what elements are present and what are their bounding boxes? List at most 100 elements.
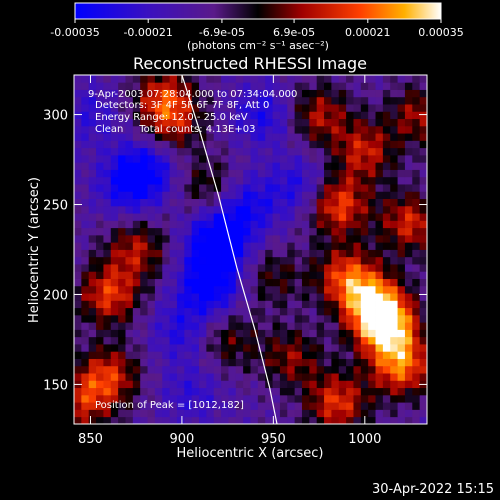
heatmap-cell (110, 416, 119, 424)
heatmap-cell (390, 169, 398, 178)
heatmap-cell (213, 329, 222, 338)
heatmap-cell (191, 358, 200, 367)
heatmap-cell (419, 125, 427, 134)
heatmap-cell (176, 307, 185, 316)
heatmap-cell (375, 162, 384, 170)
heatmap-cell (287, 394, 296, 403)
heatmap-cell (324, 169, 332, 178)
heatmap-cell (360, 409, 369, 418)
heatmap-cell (206, 409, 215, 418)
heatmap-cell (96, 82, 104, 90)
heatmap-cell (309, 402, 318, 410)
heatmap-cell (81, 256, 90, 265)
heatmap-cell (250, 198, 259, 207)
heatmap-cell (110, 220, 119, 229)
heatmap-cell (404, 162, 413, 170)
heatmap-cell (147, 184, 156, 192)
heatmap-cell (324, 365, 332, 374)
heatmap-cell (118, 307, 126, 316)
heatmap-cell (132, 118, 141, 127)
heatmap-cell (316, 358, 325, 367)
heatmap-cell (96, 75, 104, 83)
heatmap-cell (132, 176, 141, 185)
heatmap-cell (412, 111, 421, 120)
heatmap-cell (191, 82, 200, 90)
heatmap-cell (382, 242, 391, 250)
heatmap-cell (147, 402, 156, 410)
heatmap-cell (287, 227, 296, 236)
heatmap-cell (301, 409, 310, 418)
heatmap-cell (118, 154, 126, 163)
heatmap-cell (294, 169, 303, 178)
heatmap-cell (331, 242, 340, 250)
heatmap-cell (375, 176, 384, 185)
heatmap-cell (162, 351, 170, 359)
heatmap-cell (368, 271, 376, 279)
heatmap-cell (397, 387, 406, 396)
heatmap-cell (169, 184, 178, 192)
heatmap-cell (221, 278, 229, 287)
heatmap-cells (74, 75, 427, 424)
heatmap-cell (338, 409, 347, 418)
heatmap-cell (154, 162, 163, 170)
heatmap-cell (228, 358, 237, 367)
heatmap-cell (125, 402, 134, 410)
heatmap-cell (191, 104, 200, 112)
heatmap-cell (397, 176, 406, 185)
heatmap-cell (309, 329, 318, 338)
heatmap-cell (265, 169, 273, 178)
heatmap-cell (206, 111, 215, 120)
heatmap-cell (176, 154, 185, 163)
heatmap-cell (324, 293, 332, 301)
heatmap-cell (154, 409, 163, 418)
heatmap-cell (206, 184, 215, 192)
heatmap-cell (265, 271, 273, 279)
heatmap-cell (206, 242, 215, 250)
heatmap-cell (228, 169, 237, 178)
heatmap-cell (176, 351, 185, 359)
heatmap-cell (287, 329, 296, 338)
heatmap-cell (316, 336, 325, 345)
heatmap-cell (125, 329, 134, 338)
heatmap-cell (316, 96, 325, 105)
heatmap-cell (221, 205, 229, 214)
heatmap-cell (382, 118, 391, 127)
heatmap-cell (176, 365, 185, 374)
heatmap-cell (272, 365, 281, 374)
heatmap-cell (346, 300, 354, 309)
heatmap-cell (346, 75, 354, 83)
heatmap-cell (235, 314, 244, 323)
heatmap-cell (96, 227, 104, 236)
heatmap-cell (309, 271, 318, 279)
heatmap-cell (154, 220, 163, 229)
heatmap-cell (265, 147, 273, 156)
heatmap-cell (213, 140, 222, 149)
heatmap-cell (118, 147, 126, 156)
heatmap-cell (375, 205, 384, 214)
heatmap-cell (272, 278, 281, 287)
heatmap-cell (206, 249, 215, 258)
heatmap-cell (404, 409, 413, 418)
heatmap-cell (118, 344, 126, 352)
heatmap-cell (118, 118, 126, 127)
heatmap-cell (309, 351, 318, 359)
heatmap-cell (74, 416, 82, 424)
heatmap-cell (184, 329, 193, 338)
heatmap-cell (368, 82, 376, 90)
heatmap-cell (206, 89, 215, 98)
heatmap-cell (81, 154, 90, 163)
heatmap-cell (154, 402, 163, 410)
heatmap-cell (169, 256, 178, 265)
heatmap-cell (375, 264, 384, 272)
heatmap-cell (154, 416, 163, 424)
heatmap-cell (294, 293, 303, 301)
heatmap-cell (154, 234, 163, 243)
heatmap-cell (346, 380, 354, 389)
heatmap-cell (375, 394, 384, 403)
heatmap-cell (382, 96, 391, 105)
heatmap-cell (206, 191, 215, 199)
heatmap-cell (316, 140, 325, 149)
heatmap-cell (199, 300, 207, 309)
